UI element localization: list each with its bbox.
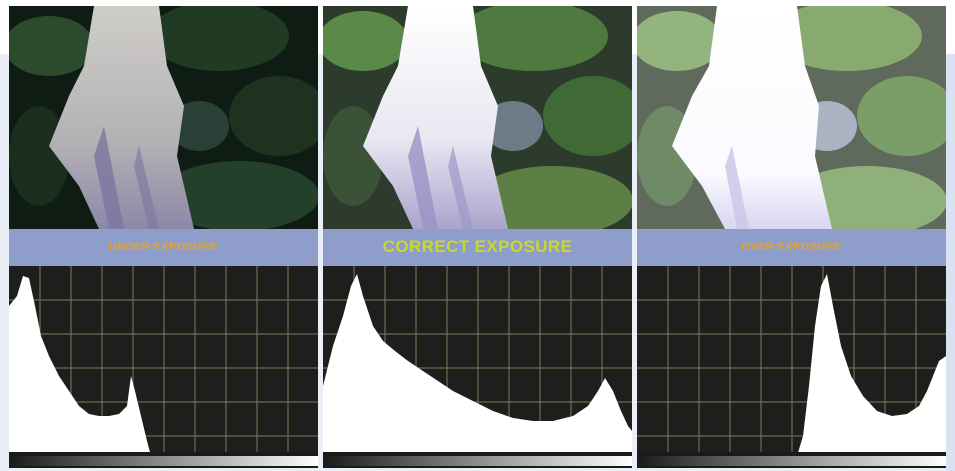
waterfall-photo-under-exposure xyxy=(9,6,318,229)
panel-under-exposure: UNDER EXPOSURE xyxy=(9,6,318,468)
histogram-correct-exposure xyxy=(323,266,632,468)
waterfall-photo-correct-exposure xyxy=(323,6,632,229)
panel-over-exposure: OVER EXPOSURE xyxy=(637,6,946,468)
histogram-under-exposure xyxy=(9,266,318,468)
label-under-exposure: UNDER EXPOSURE xyxy=(9,229,318,265)
panel-correct-exposure: CORRECT EXPOSURE xyxy=(323,6,632,468)
label-correct-exposure: CORRECT EXPOSURE xyxy=(323,229,632,265)
histogram-over-exposure xyxy=(637,266,946,468)
label-over-exposure: OVER EXPOSURE xyxy=(637,229,946,265)
waterfall-photo-over-exposure xyxy=(637,6,946,229)
page-side-strip xyxy=(946,54,955,471)
